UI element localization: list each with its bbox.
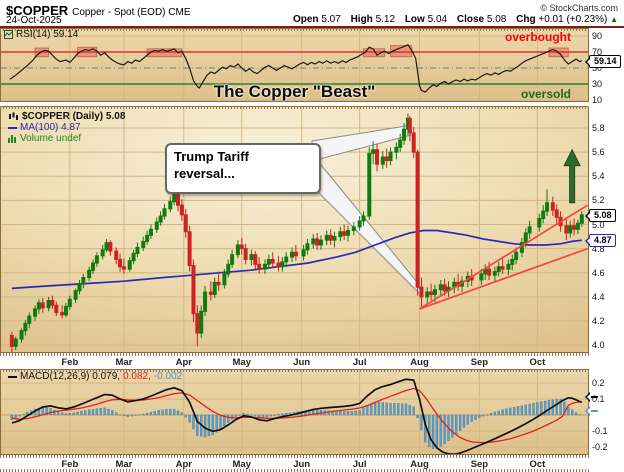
rsi-axis-label: 50 (592, 63, 603, 73)
price-axis-label: 5.6 (592, 147, 605, 158)
macd-badge (589, 396, 598, 398)
price-axis-label: 5.2 (592, 195, 605, 206)
macd-axis-label: 0.2 (592, 378, 605, 388)
month-label: Sep (470, 459, 489, 470)
month-label: Jun (293, 459, 311, 470)
symbol: $COPPER (6, 3, 69, 18)
month-label: Jul (352, 357, 367, 368)
macd-hist-badge (589, 410, 598, 412)
rsi-value-badge: 59.14 (589, 55, 621, 68)
macd-legend-label: MACD(12,26,9) 0.079, (20, 371, 121, 382)
month-label: Aug (410, 459, 429, 470)
ma-badge: 4.87 (589, 234, 616, 247)
overbought-label: overbought (505, 30, 571, 44)
chart-style-icon (8, 112, 19, 121)
macd-axis-label: -0.1 (592, 426, 608, 436)
ohlc-quote: Open 5.07 High 5.12 Low 5.04 Close 5.08 … (286, 14, 618, 25)
macd-line-icon (8, 375, 17, 378)
macd-tick-row (0, 369, 589, 372)
macd-axis-label: -0.2 (592, 442, 608, 452)
symbol-description: Copper - Spot (EOD) CME (72, 7, 191, 18)
symbol-legend-label: $COPPER (Daily) 5.08 (22, 111, 126, 122)
rsi-legend-label: RSI(14) 59.14 (16, 29, 79, 40)
price-tick-row (0, 106, 589, 109)
month-label: Mar (115, 459, 133, 470)
price-axis-label: 5.8 (592, 123, 605, 134)
price-axis-label: 4.2 (592, 315, 605, 326)
low-value: 5.04 (427, 14, 448, 25)
callout-line2: reversal... (174, 166, 235, 181)
indicator-icon (4, 30, 13, 39)
rsi-axis-label: 70 (592, 47, 603, 57)
month-label: Jul (352, 459, 367, 470)
price-axis-label: 5.0 (592, 219, 605, 230)
close-value: 5.08 (486, 14, 507, 25)
chg-value: +0.01 (+0.23%) (538, 14, 608, 25)
ma-line-icon (8, 126, 17, 129)
close-label: Close (456, 14, 485, 25)
bottom-tick-row (0, 469, 589, 472)
rsi-legend: RSI(14) 59.14 (4, 29, 78, 40)
month-label: Jun (293, 357, 311, 368)
month-label: Feb (61, 357, 79, 368)
header-divider (0, 26, 624, 28)
callout-annotation: Trump Tariff reversal... (165, 143, 321, 194)
month-label: Mar (115, 357, 133, 368)
chg-label: Chg (516, 14, 536, 25)
price-axis-label: 5.4 (592, 171, 605, 182)
month-label: May (232, 459, 252, 470)
rsi-panel: RSI(14) 59.14 overbought oversold 59.14 … (0, 28, 621, 105)
callout-line1: Trump Tariff (174, 149, 249, 164)
volume-icon (8, 134, 17, 143)
macd-hist-value: -0.002 (153, 371, 183, 382)
chart-date: 24-Oct-2025 (6, 15, 62, 26)
rsi-axis-label: 90 (592, 31, 603, 41)
rsi-chart-canvas (0, 28, 589, 102)
low-label: Low (404, 14, 425, 25)
macd-legend: MACD(12,26,9) 0.079, 0.082, -0.002 (8, 371, 182, 382)
price-axis-label: 4.6 (592, 267, 605, 278)
rsi-axis-label: 10 (592, 95, 603, 105)
up-arrow-icon: ▲ (610, 15, 618, 24)
chart-header: $COPPER Copper - Spot (EOD) CME (6, 2, 191, 20)
month-label: Sep (470, 357, 489, 368)
ma-legend-label: MA(100) 4.87 (20, 122, 81, 133)
date-axis-upper: Feb Mar Apr May Jun Jul Aug Sep Oct (0, 353, 624, 369)
open-value: 5.07 (321, 14, 341, 25)
month-label: Aug (410, 357, 429, 368)
macd-panel: MACD(12,26,9) 0.079, 0.082, -0.002 0.2 0.… (0, 369, 608, 455)
price-axis-label: 4.8 (592, 243, 605, 254)
macd-signal-value: 0.082, (123, 371, 151, 382)
price-badge: 5.08 (589, 209, 616, 222)
copyright: © StockCharts.com (540, 3, 618, 13)
date-tick-row-upper (0, 353, 589, 356)
date-axis-lower: Feb Mar Apr May Jun Jul Aug Sep Oct (0, 455, 624, 472)
rsi-axis-label: 30 (592, 79, 603, 89)
month-label: Apr (175, 357, 192, 368)
date-tick-row-lower (0, 455, 589, 458)
volume-legend-label: Volume undef (20, 133, 82, 144)
macd-axis-label: 0.1 (592, 394, 605, 404)
price-axis-label: 4.0 (592, 340, 605, 351)
month-label: Oct (529, 357, 546, 368)
chart-annotation-title: The Copper "Beast" (213, 82, 376, 101)
price-axis-label: 4.4 (592, 291, 605, 302)
rsi-tick-row (0, 28, 589, 31)
month-label: Oct (529, 459, 546, 470)
month-label: Feb (61, 459, 79, 470)
open-label: Open (292, 14, 319, 25)
macd-chart-canvas (0, 369, 589, 455)
price-legend: $COPPER (Daily) 5.08 MA(100) 4.87 Volume… (8, 111, 125, 144)
high-value: 5.12 (375, 14, 396, 25)
high-label: High (350, 14, 373, 25)
month-label: May (232, 357, 252, 368)
month-label: Apr (175, 459, 192, 470)
oversold-label: oversold (520, 87, 571, 101)
